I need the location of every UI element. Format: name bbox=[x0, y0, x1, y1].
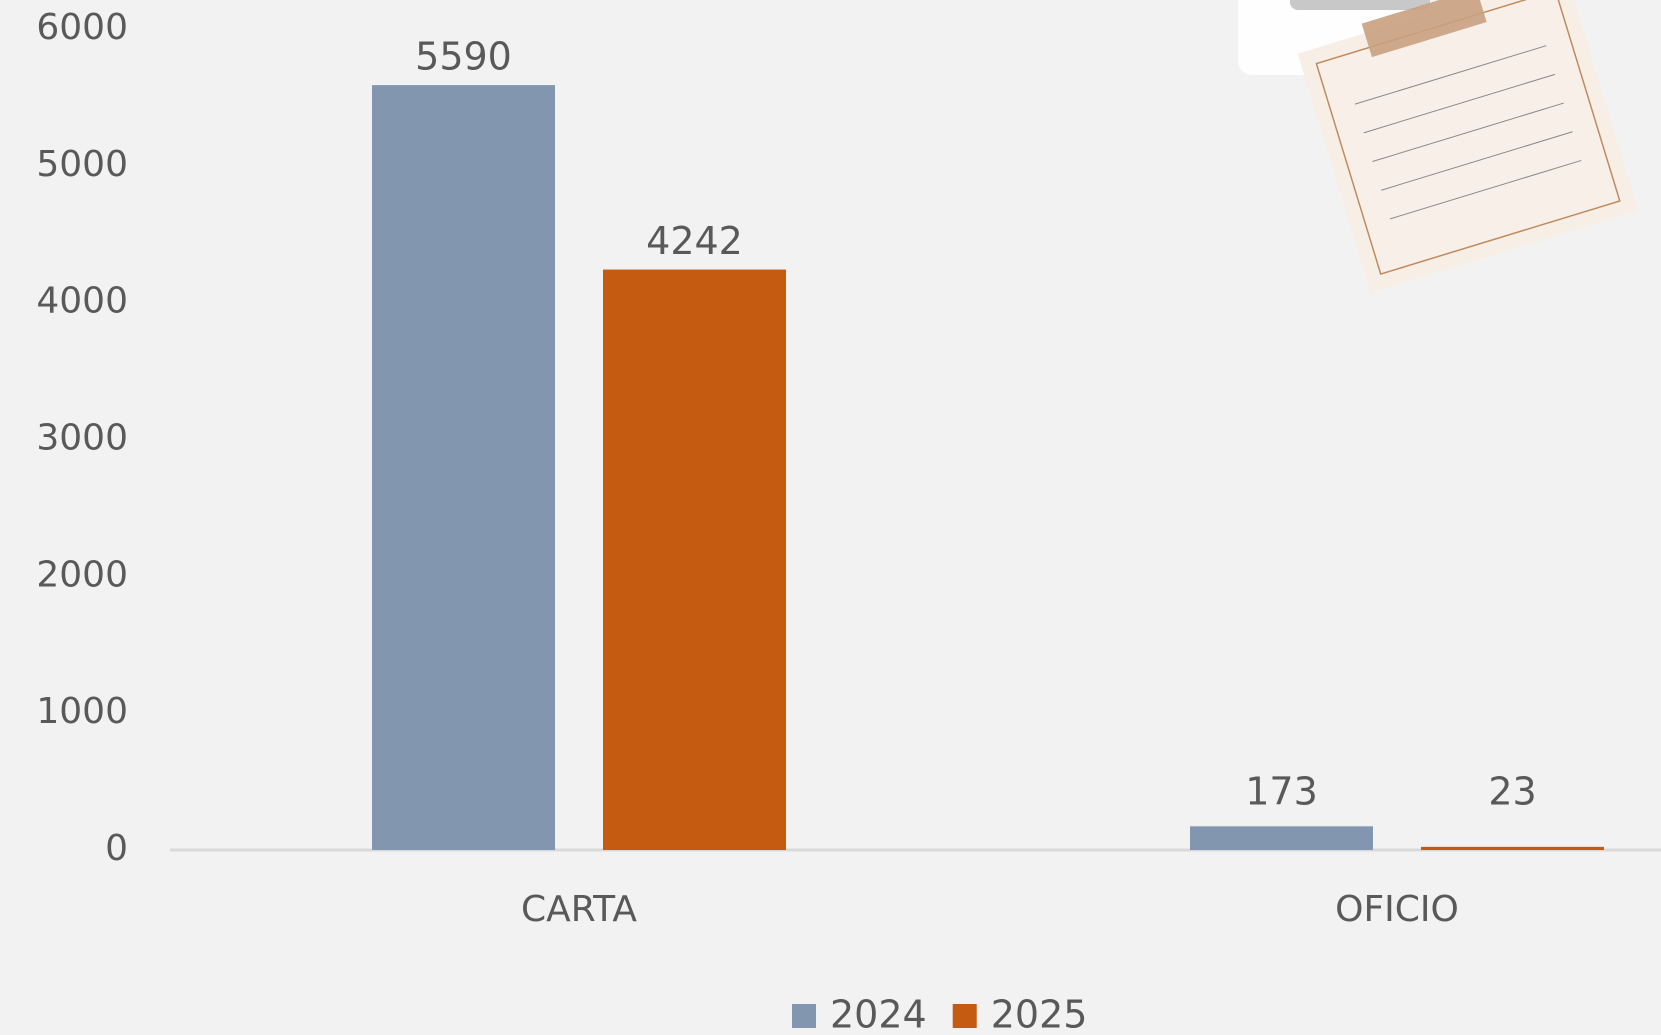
y-tick-label: 2000 bbox=[36, 554, 128, 595]
y-tick-label: 1000 bbox=[36, 691, 128, 732]
x-tick-label: CARTA bbox=[521, 889, 637, 930]
data-label: 23 bbox=[1488, 770, 1536, 814]
legend-swatch bbox=[792, 1004, 816, 1028]
bar bbox=[1421, 846, 1604, 850]
bar bbox=[372, 85, 555, 850]
y-tick-label: 6000 bbox=[36, 7, 128, 48]
legend-label: 2025 bbox=[991, 993, 1088, 1035]
y-tick-label: 5000 bbox=[36, 144, 128, 185]
data-label: 173 bbox=[1245, 770, 1318, 814]
x-tick-label: OFICIO bbox=[1335, 889, 1459, 930]
bar bbox=[603, 269, 786, 851]
y-tick-label: 4000 bbox=[36, 281, 128, 322]
legend-label: 2024 bbox=[830, 993, 927, 1035]
y-tick-label: 3000 bbox=[36, 418, 128, 459]
legend-swatch bbox=[952, 1004, 977, 1028]
data-label: 4242 bbox=[646, 219, 743, 263]
clipboard-decoration bbox=[1238, 0, 1639, 293]
bar bbox=[1190, 826, 1373, 850]
data-label: 5590 bbox=[415, 35, 512, 79]
y-tick-label: 0 bbox=[105, 828, 128, 869]
